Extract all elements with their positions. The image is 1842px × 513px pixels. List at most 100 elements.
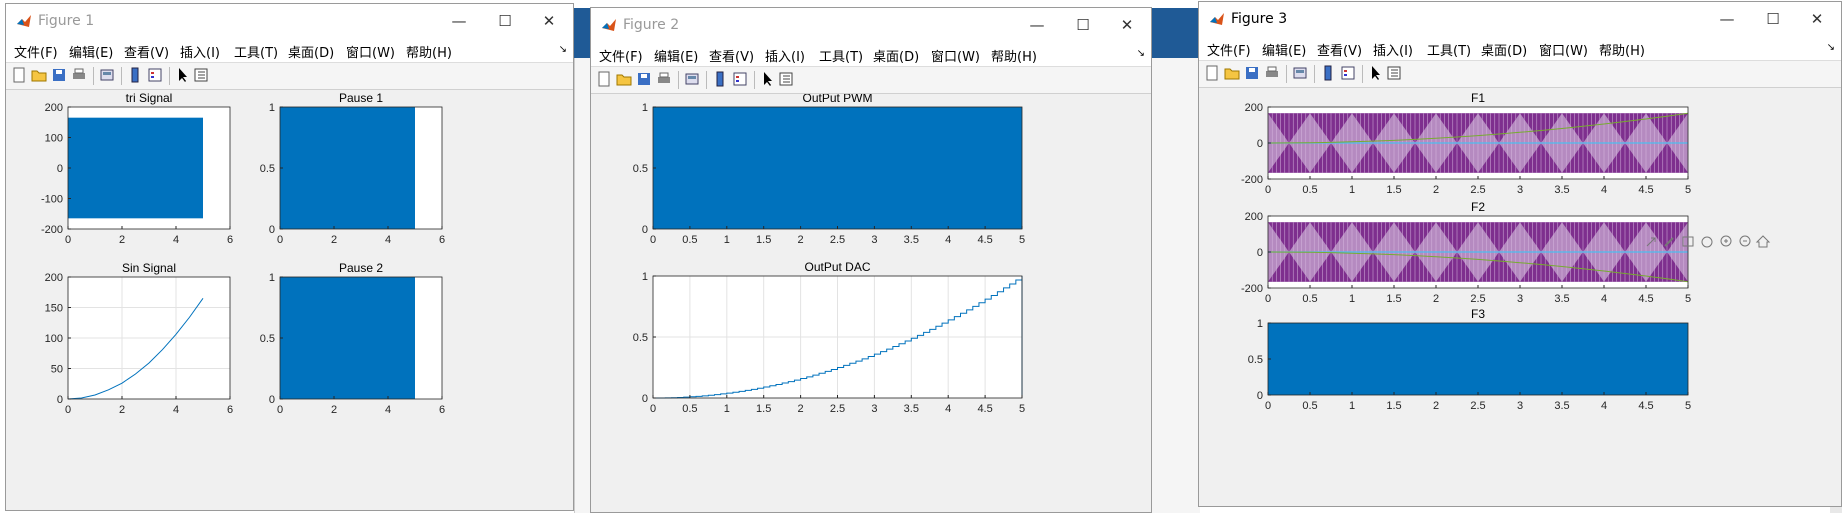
menu-edit[interactable]: 编辑(E) — [69, 46, 114, 61]
menu-desktop[interactable]: 桌面(D) — [873, 50, 920, 65]
chart-title: F3 — [1471, 307, 1485, 321]
print-icon[interactable] — [1264, 65, 1280, 81]
zoom-in-icon[interactable] — [1720, 235, 1732, 247]
x-tick-label: 5 — [1685, 293, 1691, 305]
menu-help[interactable]: 帮助(H) — [406, 46, 452, 61]
insert-colorbar-icon[interactable] — [1320, 65, 1336, 81]
close-button[interactable]: ✕ — [1120, 16, 1134, 34]
menu-file[interactable]: 文件(F) — [599, 50, 643, 65]
open-folder-icon[interactable] — [1224, 65, 1240, 81]
dock-arrow-icon[interactable]: ↘ — [1136, 48, 1145, 59]
minimize-button[interactable]: — — [451, 12, 467, 30]
new-file-icon[interactable] — [1204, 65, 1220, 81]
chart-title: OutPut PWM — [802, 94, 872, 105]
menu-file[interactable]: 文件(F) — [14, 46, 58, 61]
insert-colorbar-icon[interactable] — [127, 67, 143, 83]
x-tick-label: 1.5 — [1386, 293, 1401, 305]
figure-1-window: Figure 1 — ☐ ✕ 文件(F) 编辑(E) 查看(V) 插入(I) 工… — [5, 3, 574, 511]
menu-tools[interactable]: 工具(T) — [234, 46, 279, 61]
property-inspector-icon[interactable] — [778, 71, 794, 87]
open-folder-icon[interactable] — [31, 67, 47, 83]
menu-desktop[interactable]: 桌面(D) — [288, 46, 335, 61]
y-tick-label: 0 — [269, 224, 275, 236]
menu-view[interactable]: 查看(V) — [1317, 44, 1363, 59]
x-tick-label: 3.5 — [904, 234, 919, 246]
restore-view-icon[interactable] — [1755, 235, 1771, 248]
y-tick-label: 0.5 — [1248, 354, 1263, 366]
open-folder-icon[interactable] — [616, 71, 632, 87]
menu-tools[interactable]: 工具(T) — [1427, 44, 1472, 59]
figure-2-canvas: 0 0.5 1 1.5 2 2.5 3 3.5 4 4.5 5 0 0.5 1 OutPut PWM 0 0.5… — [633, 94, 1025, 415]
pointer-icon[interactable] — [760, 71, 776, 87]
close-button[interactable]: ✕ — [542, 12, 556, 30]
menu-insert[interactable]: 插入(I) — [180, 46, 220, 61]
x-tick-label: 0 — [1265, 184, 1271, 196]
title-bar[interactable]: Figure 2 — ☐ ✕ — [591, 8, 1151, 42]
menu-window[interactable]: 窗口(W) — [931, 50, 980, 65]
dock-arrow-icon[interactable]: ↘ — [558, 44, 567, 55]
menu-window[interactable]: 窗口(W) — [1539, 44, 1588, 59]
menu-tools[interactable]: 工具(T) — [819, 50, 864, 65]
y-tick-label: 100 — [45, 133, 63, 145]
editor-background — [574, 58, 593, 513]
close-button[interactable]: ✕ — [1810, 10, 1824, 28]
menu-file[interactable]: 文件(F) — [1207, 44, 1251, 59]
minimize-button[interactable]: — — [1719, 10, 1735, 28]
axes-tri-signal: 0 2 4 6 -200 -100 0 100 200 tri Signal — [41, 91, 233, 246]
pointer-icon[interactable] — [175, 67, 191, 83]
save-icon[interactable] — [51, 67, 67, 83]
insert-colorbar-icon[interactable] — [712, 71, 728, 87]
title-bar[interactable]: Figure 1 — ☐ ✕ — [6, 4, 573, 38]
save-icon[interactable] — [1244, 65, 1260, 81]
brush-icon[interactable] — [1664, 237, 1674, 247]
property-inspector-icon[interactable] — [1386, 65, 1402, 81]
link-plot-icon[interactable] — [684, 71, 700, 87]
link-plot-icon[interactable] — [1292, 65, 1308, 81]
title-bar[interactable]: Figure 3 — ☐ ✕ — [1199, 2, 1841, 36]
maximize-button[interactable]: ☐ — [1766, 10, 1780, 28]
y-tick-label: -200 — [41, 224, 63, 236]
chart-title: Sin Signal — [122, 261, 176, 275]
menu-edit[interactable]: 编辑(E) — [654, 50, 699, 65]
menu-insert[interactable]: 插入(I) — [765, 50, 805, 65]
zoom-out-icon[interactable] — [1739, 235, 1751, 247]
print-icon[interactable] — [71, 67, 87, 83]
export-icon[interactable] — [1646, 237, 1656, 247]
property-inspector-icon[interactable] — [193, 67, 209, 83]
insert-legend-icon[interactable] — [1340, 65, 1356, 81]
insert-legend-icon[interactable] — [147, 67, 163, 83]
menu-view[interactable]: 查看(V) — [709, 50, 755, 65]
new-file-icon[interactable] — [11, 67, 27, 83]
pan-icon[interactable] — [1701, 236, 1713, 248]
pointer-icon[interactable] — [1368, 65, 1384, 81]
menu-bar: 文件(F) 编辑(E) 查看(V) 插入(I) 工具(T) 桌面(D) 窗口(W… — [6, 38, 573, 62]
insert-legend-icon[interactable] — [732, 71, 748, 87]
x-tick-label: 1 — [1349, 293, 1355, 305]
new-file-icon[interactable] — [596, 71, 612, 87]
x-tick-label: 1 — [724, 403, 730, 415]
menu-help[interactable]: 帮助(H) — [1599, 44, 1645, 59]
menu-help[interactable]: 帮助(H) — [991, 50, 1037, 65]
dock-arrow-icon[interactable]: ↘ — [1826, 42, 1835, 53]
print-icon[interactable] — [656, 71, 672, 87]
menu-window[interactable]: 窗口(W) — [346, 46, 395, 61]
x-tick-label: 2.5 — [830, 403, 845, 415]
x-tick-label: 3.5 — [1554, 184, 1569, 196]
signal-fill — [68, 117, 203, 219]
plot-area: 0 0.5 1 1.5 2 2.5 3 3.5 4 4.5 5 -200 0 200 F1 0 0.5 1 1.5 2… — [1199, 88, 1841, 506]
minimize-button[interactable]: — — [1029, 16, 1045, 34]
y-tick-label: 0 — [269, 394, 275, 406]
menu-view[interactable]: 查看(V) — [124, 46, 170, 61]
menu-edit[interactable]: 编辑(E) — [1262, 44, 1307, 59]
reference-curve — [1267, 251, 1689, 283]
link-plot-icon[interactable] — [99, 67, 115, 83]
maximize-button[interactable]: ☐ — [1076, 16, 1090, 34]
x-tick-label: 0 — [65, 404, 71, 416]
x-tick-label: 1.5 — [756, 234, 771, 246]
maximize-button[interactable]: ☐ — [498, 12, 512, 30]
menu-insert[interactable]: 插入(I) — [1373, 44, 1413, 59]
menu-desktop[interactable]: 桌面(D) — [1481, 44, 1528, 59]
save-icon[interactable] — [636, 71, 652, 87]
data-tips-icon[interactable] — [1682, 236, 1694, 247]
